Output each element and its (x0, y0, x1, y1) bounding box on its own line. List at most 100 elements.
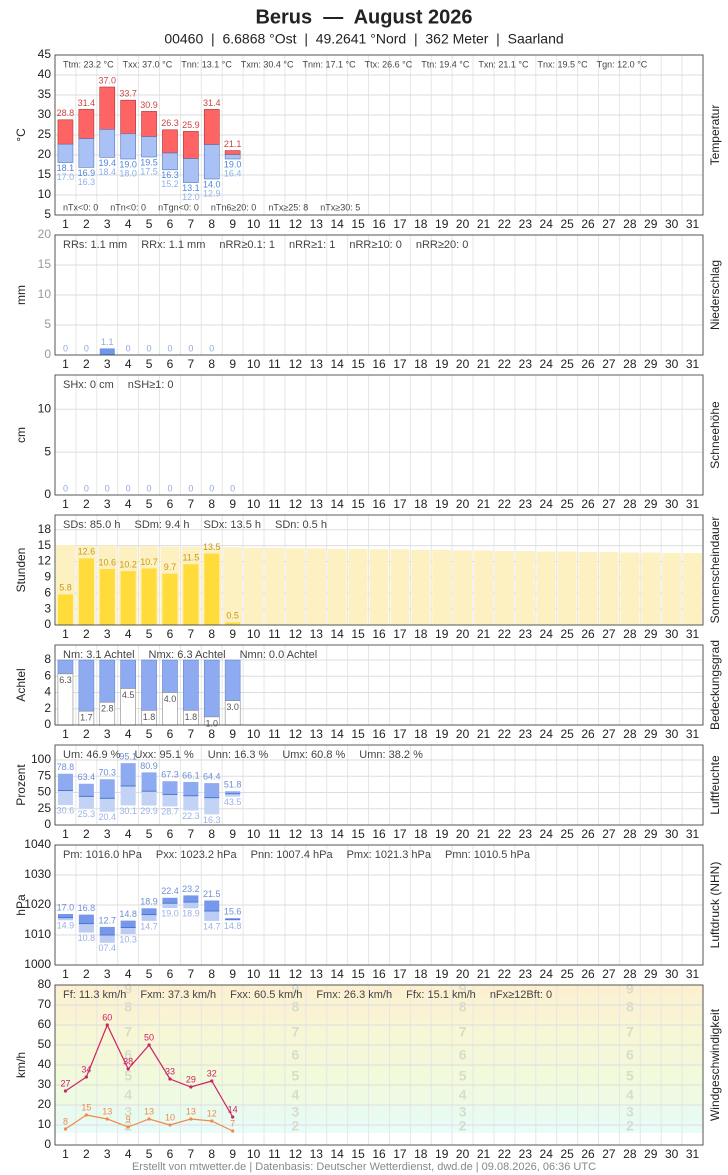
wind-point (210, 1119, 214, 1123)
x-tick-label: 1 (62, 1147, 69, 1161)
max-bar (203, 109, 220, 145)
plot-frame (54, 374, 704, 496)
x-tick-label: 18 (414, 357, 428, 371)
x-tick-label: 10 (247, 217, 261, 231)
x-tick-label: 16 (372, 967, 386, 981)
ground-min-label: 16.4 (224, 168, 242, 178)
max-possible-bar (515, 550, 535, 625)
x-tick-label: 31 (686, 497, 700, 511)
x-tick-label: 18 (414, 627, 428, 641)
x-tick-label: 18 (414, 967, 428, 981)
x-tick-label: 15 (351, 217, 365, 231)
x-tick-label: 7 (188, 827, 195, 841)
value-label: 1.7 (80, 713, 93, 723)
min-bar (203, 144, 220, 180)
value-label: 10.7 (140, 557, 158, 567)
min-label: 16.3 (203, 815, 221, 825)
x-tick-label: 28 (623, 217, 637, 231)
x-tick-label: 6 (167, 217, 174, 231)
min-bar (78, 138, 95, 168)
x-tick-label: 5 (146, 357, 153, 371)
wind-point (63, 1089, 68, 1093)
x-tick-label: 26 (581, 827, 595, 841)
x-tick-label: 10 (247, 627, 261, 641)
cover-bar (183, 659, 199, 711)
lower-range (57, 917, 73, 921)
bft-label: 7 (124, 1024, 132, 1040)
y-tick-label: 40 (38, 1057, 52, 1071)
annotation: nTx<0: 0 (63, 202, 98, 212)
upper-range (120, 920, 136, 928)
x-tick-label: 12 (289, 967, 303, 981)
annotation: Ffx: 15.1 km/h (406, 989, 476, 1001)
x-tick-label: 20 (456, 1147, 470, 1161)
x-tick-label: 25 (560, 497, 574, 511)
x-tick-label: 29 (644, 727, 658, 741)
x-tick-label: 15 (351, 1147, 365, 1161)
bar (162, 573, 178, 625)
x-tick-label: 28 (623, 357, 637, 371)
annotation: SDn: 0.5 h (275, 519, 327, 531)
bft-label: 8 (626, 999, 634, 1015)
y-axis-label: °C (14, 128, 28, 142)
max-label: 21.5 (203, 889, 221, 899)
x-tick-label: 1 (62, 627, 69, 641)
wind-point (105, 1117, 109, 1121)
x-tick-label: 3 (104, 967, 111, 981)
title: Berus — August 2026 (255, 6, 472, 28)
upper-range (162, 781, 178, 795)
x-tick-label: 9 (229, 967, 236, 981)
x-tick-label: 3 (104, 827, 111, 841)
bft-label: 4 (459, 1087, 467, 1103)
max-possible-bar (306, 548, 326, 625)
wind-point (105, 1023, 109, 1027)
x-tick-label: 18 (414, 217, 428, 231)
x-tick-label: 11 (268, 357, 281, 371)
bft-label: 7 (626, 1024, 634, 1040)
min-bar (120, 133, 136, 160)
x-tick-label: 12 (289, 497, 303, 511)
x-tick-label: 19 (435, 217, 449, 231)
y-axis-label: Achtel (14, 668, 28, 701)
value-label: 4.0 (164, 694, 177, 704)
x-tick-label: 13 (310, 1147, 324, 1161)
value-label: 15 (81, 1102, 91, 1112)
max-label: 78.8 (57, 762, 75, 772)
value-label: 6.3 (59, 675, 72, 685)
min-bar (99, 129, 116, 158)
plot-frame (54, 984, 704, 1146)
y-tick-label: 45 (38, 47, 52, 61)
x-tick-label: 5 (146, 727, 153, 741)
x-tick-label: 14 (331, 967, 345, 981)
value-label: 34 (81, 1064, 91, 1074)
min-label: 28.7 (161, 807, 179, 817)
x-tick-label: 30 (665, 967, 679, 981)
x-tick-label: 16 (372, 727, 386, 741)
annotation: Nmx: 6.3 Achtel (149, 649, 226, 661)
y-tick-label: 30 (38, 107, 52, 121)
bft-label: 7 (291, 1024, 299, 1040)
panel-title: Windgeschwindigkeit (708, 1008, 722, 1121)
value-label: 13 (102, 1106, 112, 1116)
x-tick-label: 6 (167, 627, 174, 641)
upper-range (204, 783, 220, 798)
bar (225, 622, 241, 625)
max-possible-bar (327, 548, 347, 625)
upper-range (141, 772, 157, 792)
wind-point (147, 1043, 151, 1047)
lower-range (78, 796, 94, 809)
max-bar (57, 119, 74, 145)
y-tick-label: 12 (38, 554, 52, 568)
x-tick-label: 22 (498, 727, 512, 741)
x-tick-label: 2 (83, 497, 90, 511)
upper-range (183, 782, 199, 796)
x-tick-label: 7 (188, 217, 195, 231)
max-possible-bar (536, 551, 556, 625)
x-tick-label: 8 (208, 217, 215, 231)
upper-range (183, 895, 199, 902)
upper-range (99, 779, 115, 799)
x-tick-label: 2 (83, 357, 90, 371)
x-tick-label: 8 (208, 727, 215, 741)
bar (99, 348, 115, 355)
